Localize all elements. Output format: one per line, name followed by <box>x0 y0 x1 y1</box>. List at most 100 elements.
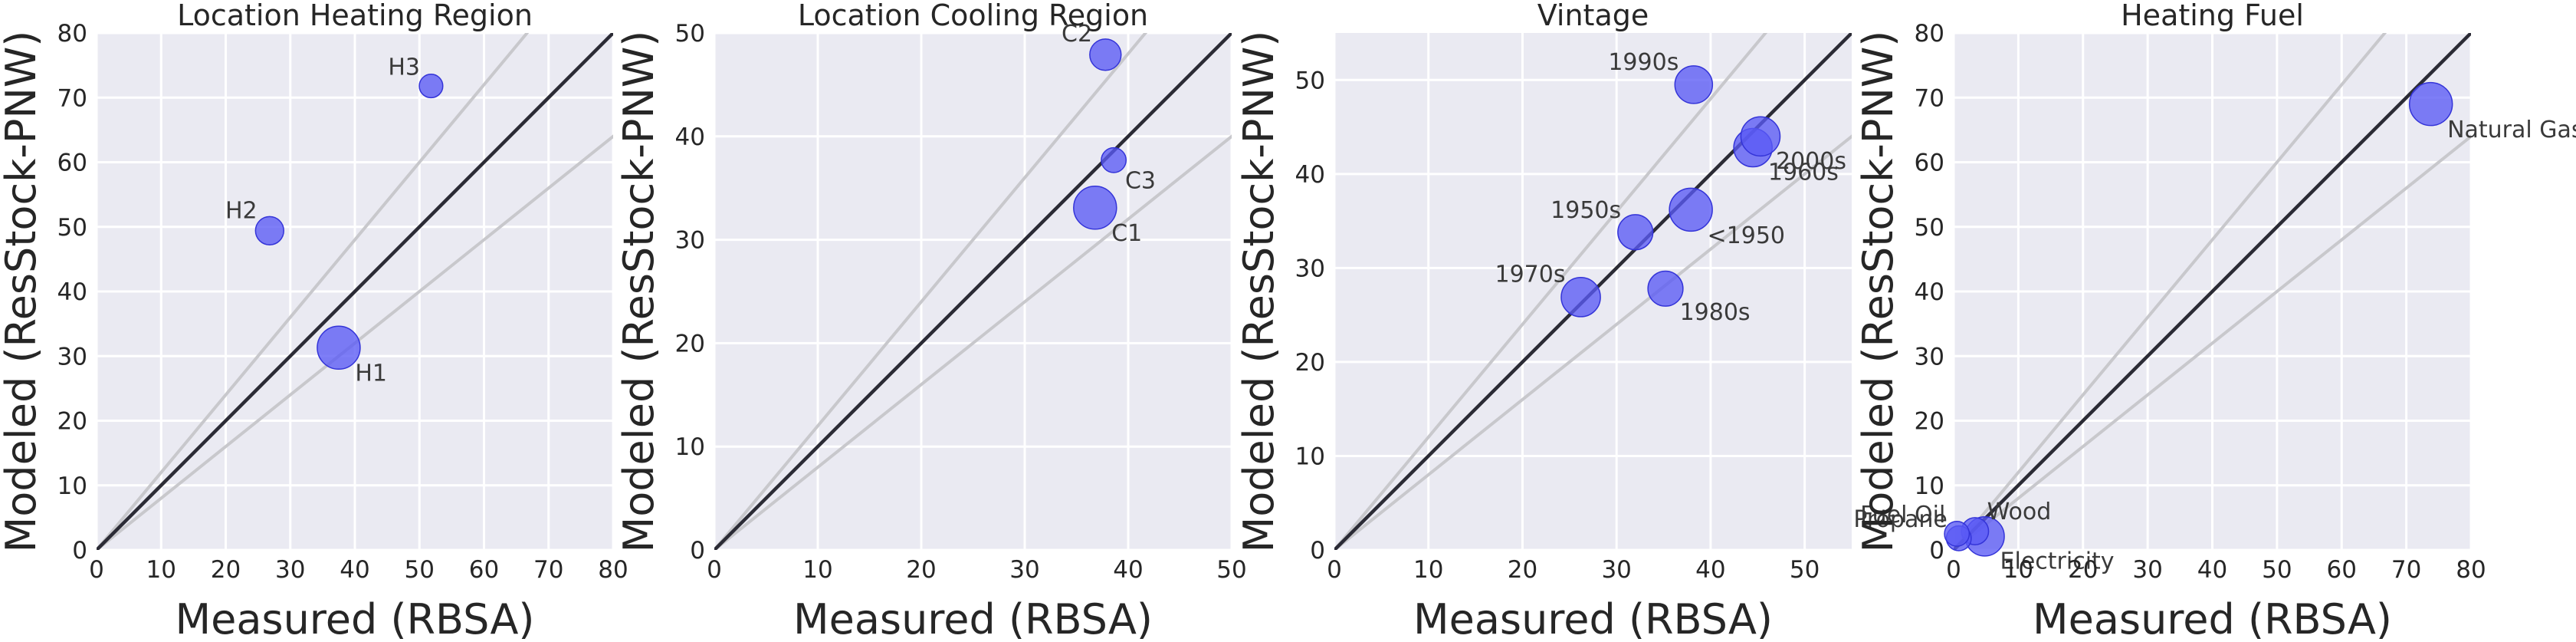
chart-panel-2: C1 C2 C3 0 10 20 30 40 50 0 10 20 30 40 50 Location Coo… <box>615 0 1247 642</box>
y-tick-label: 50 <box>675 20 705 48</box>
y-tick-label: 20 <box>675 330 705 357</box>
y-tick-label: 30 <box>675 227 705 255</box>
reference-lines <box>97 33 613 550</box>
reference-lines <box>1334 33 1852 550</box>
reference-line-80pct <box>714 134 1232 550</box>
y-tick-label: 30 <box>57 343 87 370</box>
reference-line-80pct <box>97 134 613 550</box>
data-point <box>317 325 361 370</box>
x-tick-label: 10 <box>2003 556 2033 584</box>
reference-line-120pct <box>1954 33 2387 550</box>
data-label: C2 <box>1062 21 1092 48</box>
data-label: 1980s <box>1680 299 1751 326</box>
x-tick-label: 10 <box>802 556 832 584</box>
chart-title: Location Heating Region <box>177 0 533 32</box>
y-tick-label: 0 <box>1929 537 1944 565</box>
reference-line-80pct <box>1334 134 1852 550</box>
y-axis-label: Modeled (ResStock-PNW) <box>615 31 663 553</box>
x-tick-label: 30 <box>275 556 305 584</box>
data-point <box>254 216 284 245</box>
y-tick-label: 60 <box>57 150 87 177</box>
x-axis-label: Measured (RBSA) <box>793 595 1153 642</box>
y-tick-label: 60 <box>1915 150 1944 177</box>
chart-title: Location Cooling Region <box>798 0 1148 32</box>
data-point <box>418 73 444 99</box>
reference-line-1to1 <box>1334 33 1852 550</box>
y-tick-label: 70 <box>1915 84 1944 112</box>
x-tick-label: 40 <box>2197 556 2227 584</box>
x-tick-label: 50 <box>2262 556 2292 584</box>
data-point <box>1101 147 1127 173</box>
x-tick-label: 20 <box>1508 556 1537 584</box>
data-label: C1 <box>1111 220 1142 247</box>
x-tick-label: 10 <box>146 556 176 584</box>
x-tick-label: 0 <box>1946 556 1961 584</box>
data-point <box>1560 277 1601 318</box>
x-axis-label: Measured (RBSA) <box>2033 595 2392 642</box>
data-point <box>1073 186 1117 230</box>
data-point <box>1617 214 1654 251</box>
y-tick-label: 20 <box>57 408 87 436</box>
y-tick-label: 40 <box>1295 161 1325 189</box>
data-point <box>1674 65 1714 104</box>
x-tick-label: 50 <box>1216 556 1246 584</box>
x-tick-label: 60 <box>469 556 499 584</box>
x-tick-label: 0 <box>89 556 104 584</box>
x-tick-label: 80 <box>598 556 628 584</box>
y-tick-label: 40 <box>675 123 705 151</box>
x-tick-label: 20 <box>2068 556 2098 584</box>
x-tick-label: 50 <box>1790 556 1820 584</box>
data-label: H3 <box>388 54 420 81</box>
x-tick-label: 80 <box>2456 556 2486 584</box>
y-tick-label: 50 <box>57 214 87 242</box>
y-tick-label: 20 <box>1295 349 1325 377</box>
data-label: C3 <box>1125 168 1156 195</box>
x-tick-label: 10 <box>1413 556 1443 584</box>
chart-panel-1: H1 H2 H3 0 10 20 30 40 50 60 70 80 0 10 20 30 40 50 60 70 80… <box>0 0 628 642</box>
y-tick-label: 20 <box>1915 408 1944 436</box>
y-tick-label: 40 <box>57 278 87 306</box>
data-label: 1990s <box>1608 49 1679 76</box>
y-tick-label: 80 <box>57 20 87 48</box>
data-label: Electricity <box>2000 548 2115 575</box>
x-tick-label: 60 <box>2327 556 2357 584</box>
y-tick-label: 50 <box>1915 214 1944 242</box>
data-point <box>1647 270 1684 307</box>
data-point <box>1089 38 1122 71</box>
x-tick-label: 40 <box>1695 556 1725 584</box>
data-point <box>1944 521 1971 547</box>
x-tick-label: 30 <box>1601 556 1631 584</box>
data-label: <1950 <box>1708 222 1785 249</box>
x-tick-label: 40 <box>340 556 369 584</box>
reference-line-120pct <box>714 33 1148 550</box>
data-label: Fuel Oil <box>1860 502 1945 528</box>
data-point <box>2408 81 2453 127</box>
x-tick-label: 20 <box>906 556 936 584</box>
chart-title: Heating Fuel <box>2121 0 2304 32</box>
y-axis-label: Modeled (ResStock-PNW) <box>1854 31 1902 553</box>
reference-line-1to1 <box>97 33 613 550</box>
chart-panel-3: <1950 1950s 1960s 1970s 1980s 1990s 2000s 0 10 20… <box>1235 0 1852 642</box>
data-point <box>1669 187 1713 232</box>
reference-lines <box>1954 33 2471 550</box>
y-tick-label: 30 <box>1915 343 1944 370</box>
y-tick-label: 30 <box>1295 255 1325 282</box>
y-axis-label: Modeled (ResStock-PNW) <box>0 31 45 553</box>
y-tick-label: 40 <box>1915 278 1944 306</box>
y-tick-label: 0 <box>1310 537 1325 565</box>
data-label: Wood <box>1987 499 2052 525</box>
x-tick-label: 20 <box>211 556 241 584</box>
reference-line-120pct <box>1334 33 1768 550</box>
data-label: 2000s <box>1776 148 1846 175</box>
y-tick-label: 70 <box>57 84 87 112</box>
x-tick-label: 30 <box>2132 556 2162 584</box>
x-axis-label: Measured (RBSA) <box>176 595 535 642</box>
y-tick-label: 0 <box>72 537 87 565</box>
x-axis-label: Measured (RBSA) <box>1413 595 1773 642</box>
data-label: Propane <box>1853 506 1948 533</box>
data-label: 1950s <box>1551 197 1621 224</box>
reference-line-80pct <box>1954 134 2471 550</box>
data-point <box>1740 116 1781 157</box>
data-label: H2 <box>225 198 258 225</box>
